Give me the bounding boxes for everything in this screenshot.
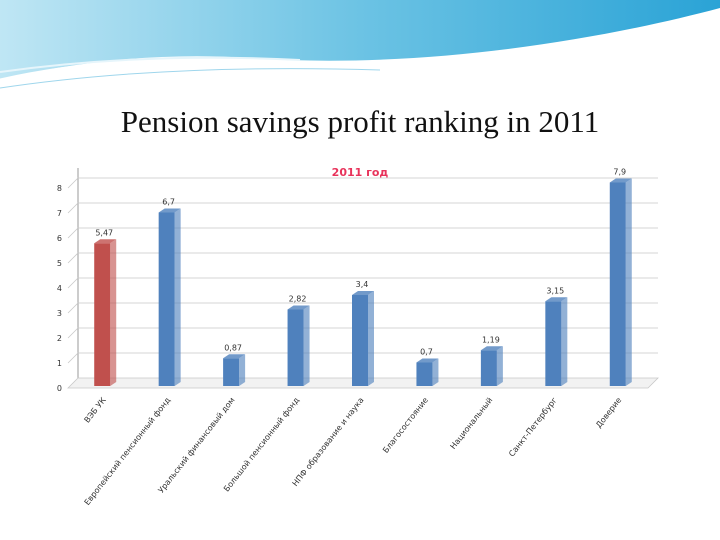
y-axis-ticks: 0 1 2 3 4 5 6 7 8	[57, 184, 62, 393]
x-tick-label: Большой пенсионный фонд	[222, 395, 301, 493]
gridline	[67, 352, 658, 364]
y-tick-label: 2	[57, 334, 62, 343]
bar	[545, 297, 568, 386]
x-tick-label: Уральский финансовый дом	[156, 396, 236, 495]
data-label: 2,82	[289, 295, 307, 304]
x-tick-label: Доверие	[594, 396, 623, 430]
bar	[287, 305, 310, 386]
data-labels: 5,47 6,7 0,87 2,82 3,4 0,7 1,19 3,15 7,9	[95, 168, 626, 357]
y-tick-label: 7	[57, 209, 62, 218]
data-label: 1,19	[482, 335, 500, 344]
x-tick-label: Благосостояние	[381, 396, 430, 455]
y-tick-label: 4	[57, 284, 62, 293]
chart-title: 2011 год	[332, 166, 389, 179]
gridline	[67, 277, 658, 289]
data-label: 0,87	[224, 343, 242, 352]
data-label: 6,7	[162, 198, 175, 207]
bars	[94, 178, 632, 386]
bar	[609, 178, 632, 386]
gridline	[67, 302, 658, 314]
data-label: 7,9	[613, 168, 626, 177]
bar	[416, 358, 439, 386]
x-tick-label: НПФ образование и наука	[291, 396, 366, 489]
gridline	[67, 202, 658, 214]
bar	[223, 354, 246, 386]
header-wave-decoration	[0, 0, 720, 89]
gridline	[67, 252, 658, 264]
bar-chart: 2011 год 0 1 2 3 4 5 6 7 8 5,47 6,7 0,87 2,82 3,4 0,7…	[57, 166, 659, 507]
x-tick-label: Санкт-Петербург	[507, 396, 559, 459]
x-tick-label: Национальный	[448, 396, 494, 451]
slide-title: Pension savings profit ranking in 2011	[120, 104, 600, 139]
data-label: 0,7	[420, 348, 433, 357]
gridline	[67, 177, 658, 189]
bar	[94, 239, 117, 386]
data-label: 5,47	[95, 228, 113, 237]
y-tick-label: 6	[57, 234, 62, 243]
data-label: 3,4	[356, 280, 369, 289]
gridline	[67, 227, 658, 239]
gridline	[67, 327, 658, 339]
bar	[480, 346, 503, 386]
bar	[158, 208, 181, 386]
data-label: 3,15	[546, 286, 564, 295]
y-tick-label: 0	[57, 384, 62, 393]
y-tick-label: 8	[57, 184, 62, 193]
x-tick-label: ВЭБ УК	[82, 395, 108, 424]
bar	[352, 291, 374, 386]
y-tick-label: 3	[57, 309, 62, 318]
y-tick-label: 1	[57, 359, 62, 368]
y-tick-label: 5	[57, 259, 62, 268]
